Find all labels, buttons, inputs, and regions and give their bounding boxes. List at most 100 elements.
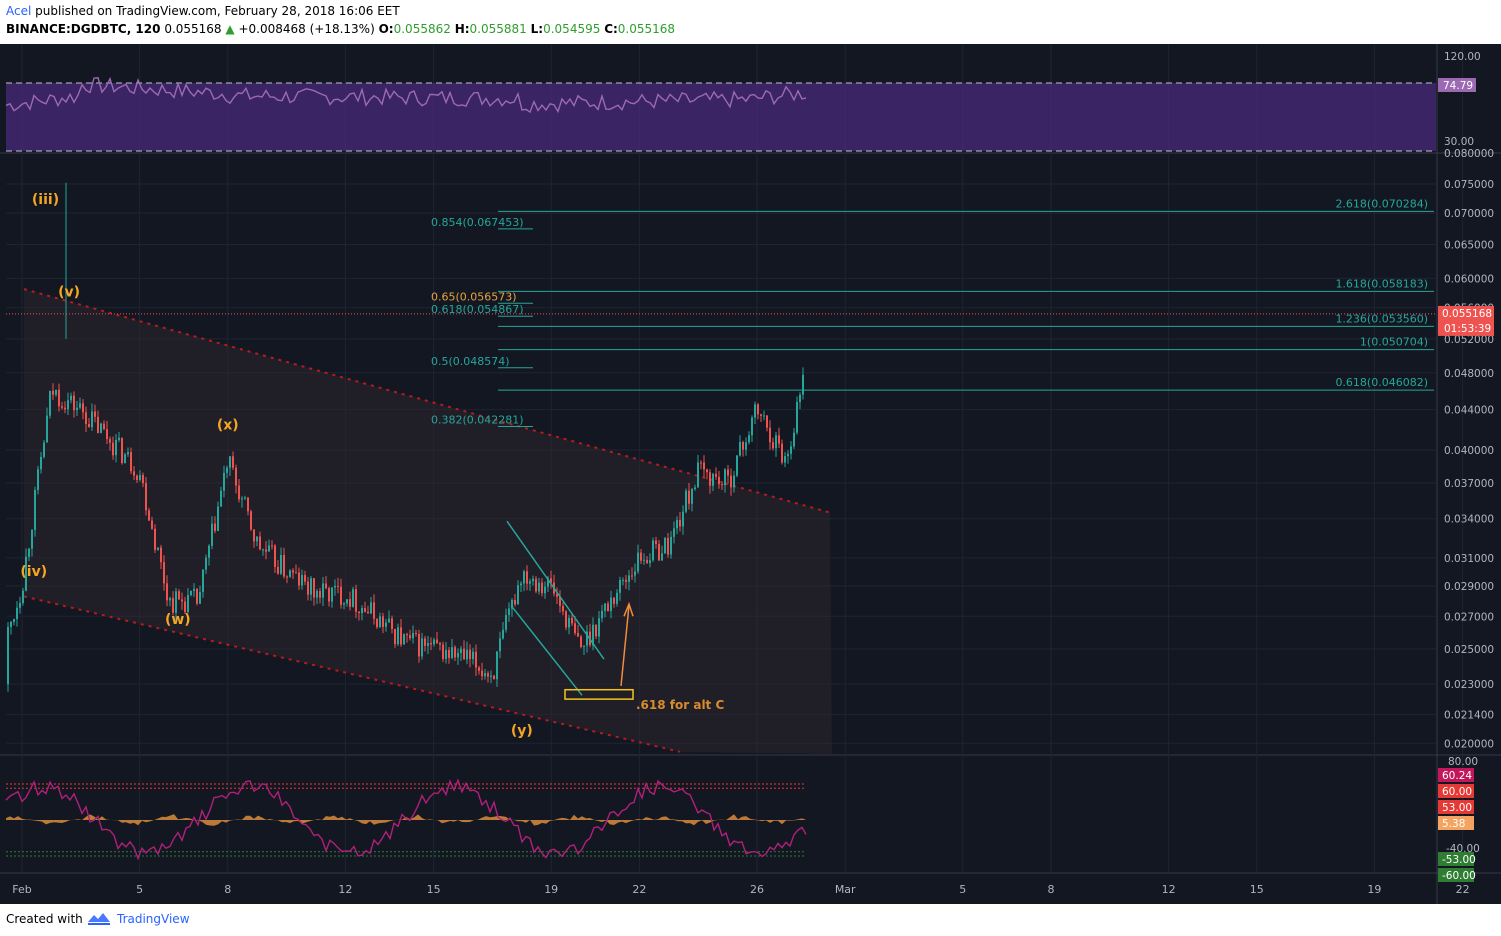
candle-body (724, 469, 726, 486)
candle-body (655, 540, 657, 544)
candle-body (421, 638, 423, 657)
annotation-label: .618 for alt C (636, 698, 724, 712)
candle-body (520, 583, 522, 586)
close-label: C: (604, 22, 618, 36)
tradingview-logo-icon[interactable] (86, 910, 112, 926)
candle-body (328, 588, 330, 602)
date-tick-label: 15 (1250, 883, 1264, 896)
wave-label: (x) (217, 417, 239, 433)
candle-body (493, 675, 495, 680)
fib-extension-label: 1.236(0.053560) (1335, 312, 1428, 325)
current-price-badge (1438, 305, 1494, 336)
candle-body (109, 439, 111, 443)
candle-body (598, 618, 600, 637)
candle-body (223, 472, 225, 491)
candle-body (85, 412, 87, 425)
candle-body (202, 569, 204, 592)
candle-body (673, 528, 675, 537)
candle-body (229, 456, 231, 468)
candle-body (739, 441, 741, 456)
candle-body (211, 523, 213, 546)
candle-body (691, 489, 693, 504)
candle-body (586, 631, 588, 646)
date-tick-label: Mar (835, 883, 856, 896)
candle-body (52, 390, 54, 395)
candle-body (388, 618, 390, 623)
candle-body (595, 624, 597, 637)
candle-body (568, 617, 570, 628)
candle-body (700, 462, 702, 464)
author-link[interactable]: Acel (6, 4, 32, 18)
price-tick-label: 0.040000 (1444, 445, 1494, 457)
candle-body (463, 648, 465, 660)
candle-body (25, 556, 27, 591)
candle-body (151, 520, 153, 529)
candle-body (727, 469, 729, 476)
candle-body (88, 424, 90, 428)
wave-label: (v) (58, 284, 80, 300)
candle-body (625, 579, 627, 582)
candle-body (637, 552, 639, 572)
date-tick-label: 19 (544, 883, 558, 896)
wave-label: (w) (165, 612, 191, 628)
candle-body (796, 402, 798, 433)
candle-body (76, 407, 78, 411)
publish-line: Acel published on TradingView.com, Febru… (6, 4, 400, 18)
candle-body (469, 649, 471, 660)
price-tick-label: 0.048000 (1444, 368, 1494, 380)
candle-body (472, 651, 474, 660)
created-with-label: Created with (6, 912, 83, 926)
tradingview-link[interactable]: TradingView (117, 912, 190, 926)
osc-histogram (6, 814, 806, 826)
open-value: 0.055862 (393, 22, 451, 36)
candle-body (217, 506, 219, 531)
candle-body (532, 578, 534, 582)
candle-body (439, 643, 441, 645)
candle-body (580, 636, 582, 647)
candle-body (784, 456, 786, 463)
rsi-line (5, 76, 807, 114)
rsi-value-label: 74.79 (1443, 80, 1473, 92)
candle-body (133, 471, 135, 476)
candle-body (742, 441, 744, 450)
wedge-upper-line (506, 520, 605, 660)
last-price: 0.055168 (164, 22, 222, 36)
candle-body (274, 545, 276, 567)
fib-extension-label: 0.618(0.046082) (1335, 376, 1428, 389)
date-tick-label: 19 (1367, 883, 1381, 896)
candle-body (547, 578, 549, 587)
candle-body (121, 437, 123, 463)
candle-body (733, 475, 735, 488)
candle-body (145, 483, 147, 511)
wave-label: (iii) (32, 192, 59, 208)
chart-area[interactable]: Feb 5 8 12 15 19 22 26 Mar 5 8 12 15 19 22 0.075000 0.07… (0, 44, 1501, 904)
candle-body (793, 432, 795, 447)
candle-body (478, 667, 480, 671)
candle-body (646, 559, 648, 564)
candle-body (466, 649, 468, 660)
price-chart[interactable]: Feb 5 8 12 15 19 22 26 Mar 5 8 12 15 19 22 0.075000 0.07… (0, 44, 1501, 904)
date-tick-label: 5 (136, 883, 143, 896)
osc-value-label: 53.00 (1442, 802, 1472, 814)
wave-label: (iv) (20, 564, 47, 580)
candle-body (259, 536, 261, 550)
candle-body (40, 456, 42, 470)
candle-body (730, 475, 732, 488)
candle-body (424, 638, 426, 646)
candle-body (286, 576, 288, 578)
candle-body (481, 670, 483, 677)
candle-body (334, 586, 336, 588)
candle-body (385, 622, 387, 627)
symbol-name[interactable]: BINANCE:DGDBTC, 120 (6, 22, 161, 36)
price-tick-label: 0.070000 (1444, 208, 1494, 220)
candle-body (187, 594, 189, 613)
candle-body (787, 453, 789, 457)
candle-body (193, 588, 195, 591)
candle-body (559, 596, 561, 607)
candle-body (73, 395, 75, 411)
candle-body (583, 645, 585, 647)
candle-body (535, 578, 537, 592)
osc-value-label: 5.38 (1442, 818, 1465, 830)
price-tick-label: 0.044000 (1444, 405, 1494, 417)
candle-body (706, 469, 708, 473)
